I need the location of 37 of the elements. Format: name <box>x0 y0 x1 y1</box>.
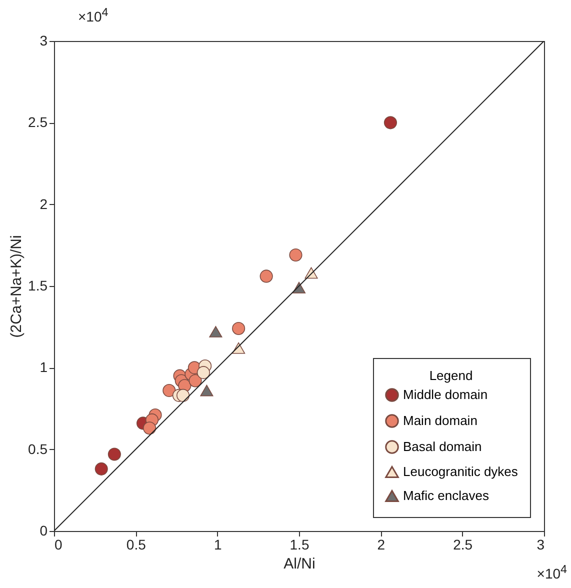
point <box>143 422 156 435</box>
point <box>176 388 190 402</box>
x-axis-title: Al/Ni <box>284 556 316 572</box>
point <box>196 366 210 380</box>
point <box>289 248 302 262</box>
x-tick-label: 1 <box>214 536 222 552</box>
y-tick-label: 2 <box>40 196 48 212</box>
point <box>260 270 273 283</box>
legend-label: Main domain <box>403 413 478 428</box>
point <box>200 384 214 396</box>
point <box>209 326 222 338</box>
x-tick-label: 2.5 <box>453 536 473 552</box>
y-tick-label: 2.5 <box>28 114 48 130</box>
point <box>188 374 202 388</box>
x-tick-label: 2 <box>377 536 386 552</box>
y-tick-label: 1 <box>40 359 48 376</box>
legend-label: Mafic enclaves <box>403 488 490 503</box>
x-tick-label: 3 <box>536 536 545 552</box>
y-tick-label: 0.5 <box>28 440 48 457</box>
y-tick-label: 3 <box>40 32 48 48</box>
legend-label: Basal domain <box>403 439 482 454</box>
text: ×10$^{4}$ <box>536 563 567 582</box>
x-tick-label: 0 <box>54 536 62 552</box>
point <box>94 462 108 476</box>
x-tick-label: 0.5 <box>126 536 146 552</box>
legend-title: Legend <box>429 368 473 383</box>
point <box>232 322 246 335</box>
point <box>162 384 176 398</box>
legend-label: Leucogranitic dykes <box>403 464 518 479</box>
x-tick-label: 1.5 <box>290 536 310 552</box>
text: ×10$^{4}$ <box>78 6 108 25</box>
y-tick-label: 1.5 <box>28 278 48 294</box>
point <box>108 448 121 461</box>
y-tick-label: 0 <box>40 522 48 538</box>
legend-label: Middle domain <box>403 387 488 402</box>
y-axis-title: (2Ca+Na+K)/Ni <box>8 235 26 338</box>
point <box>384 116 397 130</box>
